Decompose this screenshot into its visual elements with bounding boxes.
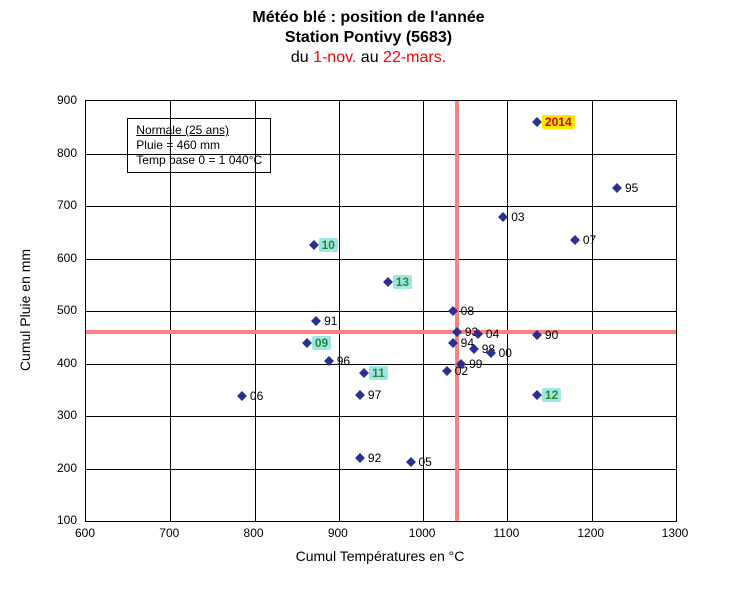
gridline-h — [86, 469, 676, 470]
data-point-label: 04 — [483, 327, 502, 341]
data-point-label: 2014 — [542, 115, 575, 129]
data-point-label: 10 — [319, 238, 338, 252]
data-point — [442, 366, 452, 376]
data-point-label: 03 — [508, 210, 527, 224]
data-point — [311, 316, 321, 326]
data-point — [302, 338, 312, 348]
ytick-label: 800 — [57, 146, 77, 160]
legend-line-1: Temp base 0 = 1 040°C — [136, 153, 262, 167]
x-axis-title: Cumul Températures en °C — [296, 548, 465, 564]
data-point — [355, 390, 365, 400]
title-prefix: du — [291, 49, 309, 66]
title-line-2: Station Pontivy (5683) — [0, 28, 737, 48]
xtick-label: 600 — [75, 526, 95, 540]
gridline-h — [86, 259, 676, 260]
data-point-label: 11 — [369, 366, 388, 380]
xtick-label: 700 — [159, 526, 179, 540]
ytick-label: 100 — [57, 513, 77, 527]
gridline-h — [86, 154, 676, 155]
data-point-label: 05 — [416, 455, 435, 469]
data-point-label: 91 — [321, 314, 340, 328]
title-mid: au — [361, 49, 379, 66]
data-point — [309, 240, 319, 250]
plot-area: Normale (25 ans) Pluie = 460 mm Temp bas… — [85, 100, 677, 522]
data-point — [237, 391, 247, 401]
title-line-3: du 1-nov. au 22-mars. — [0, 48, 737, 68]
chart-title: Météo blé : position de l'année Station … — [0, 8, 737, 68]
data-point — [383, 277, 393, 287]
ytick-label: 700 — [57, 198, 77, 212]
gridline-h — [86, 416, 676, 417]
date-end: 22-mars. — [383, 49, 446, 66]
legend-box: Normale (25 ans) Pluie = 460 mm Temp bas… — [127, 118, 271, 173]
data-point — [532, 390, 542, 400]
data-point — [532, 117, 542, 127]
data-point-label: 97 — [365, 388, 384, 402]
xtick-label: 800 — [244, 526, 264, 540]
data-point-label: 12 — [542, 388, 561, 402]
title-line-1: Météo blé : position de l'année — [0, 8, 737, 28]
ytick-label: 600 — [57, 251, 77, 265]
data-point — [406, 457, 416, 467]
data-point-label: 13 — [393, 275, 412, 289]
data-point-label: 92 — [365, 451, 384, 465]
gridline-h — [86, 206, 676, 207]
data-point — [359, 368, 369, 378]
ytick-label: 300 — [57, 408, 77, 422]
data-point-label: 00 — [496, 346, 515, 360]
data-point-label: 07 — [580, 233, 599, 247]
data-point-label: 96 — [334, 354, 353, 368]
ytick-label: 200 — [57, 461, 77, 475]
gridline-h — [86, 364, 676, 365]
xtick-label: 1100 — [494, 526, 520, 540]
ytick-label: 400 — [57, 356, 77, 370]
data-point — [612, 183, 622, 193]
ytick-label: 900 — [57, 93, 77, 107]
chart-canvas: Météo blé : position de l'année Station … — [0, 0, 737, 600]
legend-title: Normale (25 ans) — [136, 123, 262, 138]
data-point-label: 02 — [452, 364, 471, 378]
ytick-label: 500 — [57, 303, 77, 317]
data-point — [570, 235, 580, 245]
data-point-label: 90 — [542, 328, 561, 342]
data-point-label: 95 — [622, 181, 641, 195]
data-point-label: 06 — [247, 389, 266, 403]
xtick-label: 900 — [328, 526, 348, 540]
xtick-label: 1200 — [577, 526, 604, 540]
data-point — [355, 453, 365, 463]
gridline-h — [86, 311, 676, 312]
date-start: 1-nov. — [313, 49, 356, 66]
legend-line-0: Pluie = 460 mm — [136, 138, 220, 152]
data-point-label: 09 — [312, 336, 331, 350]
data-point-label: 08 — [458, 304, 477, 318]
xtick-label: 1000 — [409, 526, 436, 540]
y-axis-title: Cumul Pluie en mm — [17, 249, 33, 371]
reference-line-horizontal — [86, 330, 676, 334]
xtick-label: 1300 — [662, 526, 689, 540]
